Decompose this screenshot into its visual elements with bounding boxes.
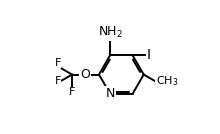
Text: F: F — [55, 58, 61, 68]
Text: I: I — [147, 48, 151, 62]
Text: F: F — [69, 87, 75, 97]
Text: O: O — [80, 68, 90, 81]
Text: F: F — [55, 76, 61, 86]
Text: N: N — [105, 87, 115, 100]
Text: NH$_2$: NH$_2$ — [98, 25, 123, 40]
Text: CH$_3$: CH$_3$ — [156, 74, 178, 88]
